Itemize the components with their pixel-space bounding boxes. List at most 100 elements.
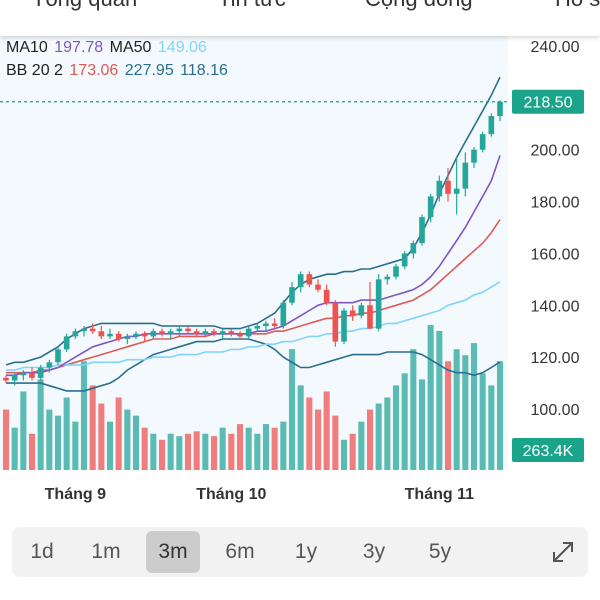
ma10-label: MA10 (6, 39, 48, 56)
volume-bar (254, 433, 261, 470)
ma50-value: 149.06 (157, 39, 207, 56)
candle-body (202, 331, 209, 334)
volume-bar (392, 385, 400, 470)
volume-bar (427, 325, 434, 470)
tab-news[interactable]: Tin tức (218, 0, 286, 12)
y-tick-label: 140.00 (531, 298, 580, 315)
ma50-label: MA50 (109, 39, 152, 56)
range-1d-button[interactable]: 1d (30, 540, 54, 563)
candle-body (375, 279, 382, 329)
volume-bar (72, 421, 79, 470)
tab-profile[interactable]: Hồ s (555, 0, 600, 12)
candle-body (297, 274, 304, 288)
candle-body (167, 331, 174, 334)
y-tick-label: 180.00 (531, 195, 580, 212)
volume-bar (236, 424, 244, 470)
candle-body (72, 331, 79, 337)
candle-body (150, 331, 157, 337)
candle-body (176, 328, 183, 332)
expand-diagonal-icon[interactable] (548, 537, 578, 567)
range-3y-button[interactable]: 3y (362, 540, 386, 563)
volume-bar (167, 433, 174, 470)
range-3m-button[interactable]: 3m (146, 531, 200, 573)
candle-body (488, 116, 495, 135)
price-chart[interactable]: 240.00220.00200.00180.00160.00140.00120.… (0, 36, 600, 522)
ma-legend: MA10 197.78 MA50 149.06 (6, 39, 209, 57)
candle-body (358, 305, 365, 316)
ma10-line (6, 155, 501, 377)
candle-body (254, 326, 261, 329)
volume-bar (2, 409, 10, 470)
tab-overview[interactable]: Tổng quan (32, 0, 137, 12)
volume-bar (297, 385, 304, 470)
bb-upper-value: 227.95 (124, 62, 174, 79)
candle-body (462, 162, 469, 189)
tab-community[interactable]: Cộng đồng (365, 0, 473, 12)
candle-body (81, 328, 87, 332)
volume-bar (89, 385, 96, 470)
candle-body (98, 331, 105, 337)
volume-bar (314, 409, 322, 470)
volume-bar (453, 349, 460, 470)
range-6m-button[interactable]: 6m (225, 540, 255, 563)
candle-body (63, 336, 70, 350)
volume-bar (141, 427, 148, 470)
range-1y-button[interactable]: 1y (294, 540, 318, 563)
candle-body (453, 188, 460, 194)
candle-body (159, 331, 165, 334)
candle-body (497, 101, 503, 117)
candle-body (445, 180, 451, 194)
volume-bar (280, 421, 287, 470)
candle-body (401, 253, 408, 267)
volume-bar (488, 385, 495, 470)
candle-body (410, 243, 417, 254)
volume-bar (340, 439, 348, 470)
volume-bar (37, 379, 44, 470)
candle-body (115, 333, 122, 339)
y-tick-label: 160.00 (531, 246, 580, 263)
volume-bar (202, 433, 209, 470)
ma10-value: 197.78 (54, 39, 104, 56)
candle-body (107, 333, 113, 337)
candle-body (323, 289, 330, 303)
volume-bar (228, 433, 235, 470)
candle-body (20, 372, 27, 376)
volume-bar (63, 397, 70, 470)
bb-lower-line (6, 338, 501, 392)
volume-bar (132, 415, 140, 470)
chart-canvas: 240.00220.00200.00180.00160.00140.00120.… (0, 36, 584, 503)
volume-bar (184, 433, 192, 470)
volume-bar (410, 349, 417, 470)
x-axis-label: Tháng 9 (45, 486, 106, 503)
volume-bar (323, 391, 330, 470)
candle-body (332, 302, 339, 342)
candle-body (384, 276, 391, 280)
volume-bar (349, 433, 356, 470)
candle-body (263, 323, 269, 327)
candle-body (315, 284, 321, 290)
candle-body (46, 362, 53, 368)
candle-body (55, 349, 61, 363)
volume-bar (115, 397, 122, 470)
volume-bar (358, 421, 365, 470)
candle-body (11, 375, 18, 381)
volume-bar (28, 433, 36, 470)
volume-bar (271, 427, 278, 470)
range-5y-button[interactable]: 5y (428, 540, 452, 563)
candle-body (89, 328, 96, 332)
volume-bar (479, 373, 486, 470)
candle-body (133, 333, 139, 337)
volume-bar (158, 439, 166, 470)
range-1m-button[interactable]: 1m (91, 540, 121, 563)
volume-bar (366, 409, 374, 470)
candle-body (271, 323, 278, 327)
bb-legend: BB 20 2 173.06 227.95 118.16 (6, 62, 230, 80)
candle-body (419, 217, 425, 244)
volume-bar (262, 424, 270, 470)
volume-bar (384, 397, 391, 470)
candle-body (349, 310, 356, 316)
top-tab-bar: Tổng quan Tin tức Cộng đồng Hồ s (0, 0, 600, 36)
volume-bar (418, 379, 426, 470)
range-selector: 1d 1m 3m 6m 1y 3y 5y (12, 527, 588, 577)
volume-tag-label: 263.4K (523, 443, 574, 460)
